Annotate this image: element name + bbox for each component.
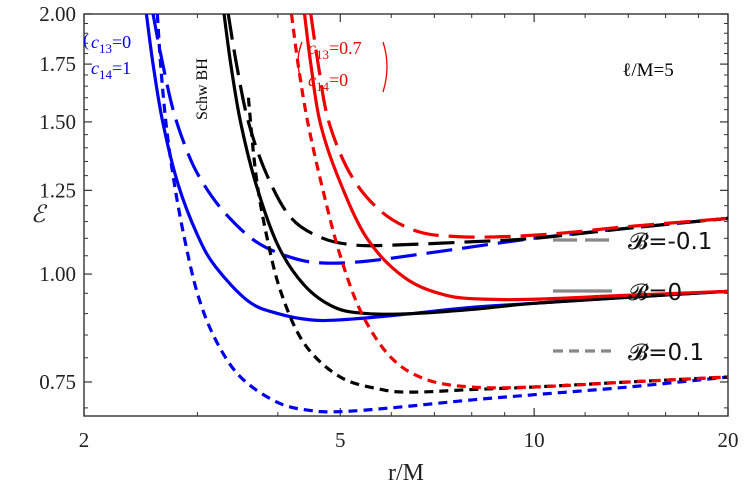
x-tick-label: 5 <box>335 428 346 452</box>
red-bracket-left <box>297 41 303 83</box>
y-tick-label: 1.25 <box>39 178 76 202</box>
y-tick-label: 1.50 <box>39 110 76 134</box>
y-tick-label: 1.00 <box>39 262 76 286</box>
coefficient-line-2: c14=1 <box>91 58 131 82</box>
red-coefficient-label: c13=0.7 c14=0 <box>297 38 388 94</box>
series-line-red-B-0.1 <box>309 14 728 239</box>
series-line-black-B0 <box>222 14 728 316</box>
series-line-blue-B0.1 <box>155 14 728 414</box>
legend-label: 𝓑=-0.1 <box>628 229 712 255</box>
x-tick-label: 20 <box>718 428 739 452</box>
legend-label: 𝓑=0 <box>628 280 682 306</box>
coefficient-line-1: c13=0.7 <box>308 38 362 62</box>
series-lines <box>144 14 728 414</box>
legend-label: 𝓑=0.1 <box>628 340 704 366</box>
legend: 𝓑=-0.1 𝓑=0 𝓑=0.1 <box>553 229 712 366</box>
schw-bh-label: Schw BH <box>194 58 211 120</box>
x-tick-label: 10 <box>524 428 545 452</box>
parameter-label: ℓ/M=5 <box>622 60 674 81</box>
series-line-black-B-0.1 <box>226 14 728 248</box>
coefficient-line-1: c13=0 <box>91 32 131 56</box>
series-line-red-B0 <box>302 14 728 302</box>
y-tick-label: 1.75 <box>39 52 76 76</box>
coefficient-line-2: c14=0 <box>308 70 348 94</box>
x-axis-label: r/M <box>388 460 424 486</box>
y-axis-label: ℰ <box>31 202 48 228</box>
series-line-red-B0.1 <box>289 14 728 390</box>
y-tick-label: 2.00 <box>39 2 76 26</box>
plot-frame <box>83 13 729 417</box>
axis-ticks: 2 5 10 20 0.75 1.00 1.25 1.50 1.75 2.00 <box>39 2 738 452</box>
blue-bracket: ( <box>83 30 89 51</box>
red-bracket-right <box>382 41 388 93</box>
y-tick-label: 0.75 <box>39 370 76 394</box>
x-tick-label: 2 <box>79 428 90 452</box>
